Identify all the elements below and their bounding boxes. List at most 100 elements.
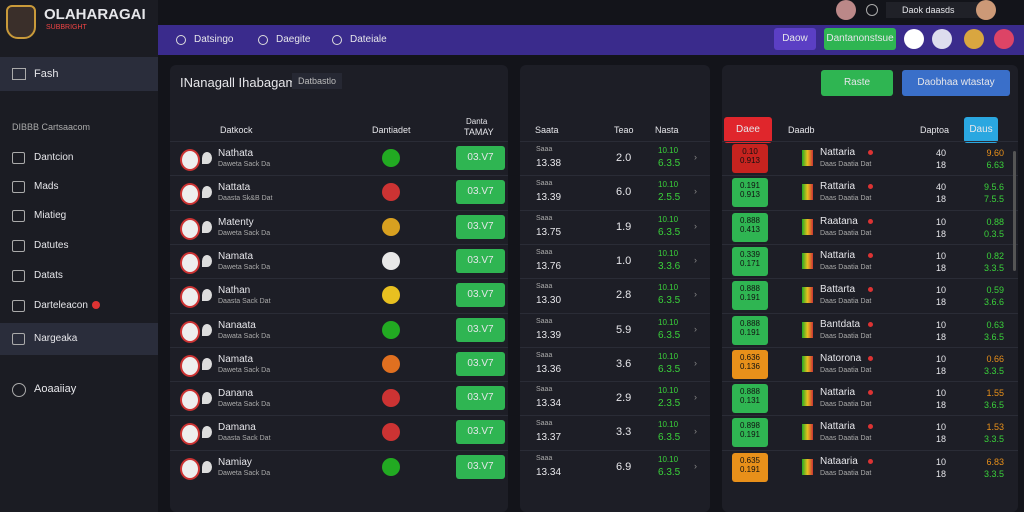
odds-button[interactable]: 03.V7 [456,386,505,411]
odds-button[interactable]: 03.V7 [456,317,505,342]
row-divider [170,141,508,142]
time-label: Saaa [536,317,553,325]
price-bottom: 3.3.5 [983,262,1004,273]
icon [12,333,25,345]
row-divider [722,381,1018,383]
nav-icon [332,35,342,45]
row-divider [520,381,710,383]
icon[interactable] [866,4,878,16]
menu-item[interactable]: Dantcion [34,152,74,163]
price-top: 0.63 [986,319,1004,330]
team-sub: Daweta Sack Da [218,401,271,409]
menu-item[interactable]: Aoaaiiay [34,383,77,395]
odds-button[interactable]: 03.V7 [456,214,505,239]
brand-name: OLAHARAGAI [44,6,146,23]
icon [12,270,25,282]
nav-link[interactable]: Dateiale [350,34,387,45]
row-divider [520,346,710,348]
active-item[interactable] [0,323,158,355]
chevron: › [694,289,697,300]
row-divider [722,209,1018,211]
odds-button[interactable]: 03.V7 [456,454,505,479]
score: 6.9 [616,460,632,473]
odds-box[interactable]: 0.888 0.131 [732,384,768,414]
player-name: Nattaria [820,421,856,433]
flag [802,355,813,372]
chevron: › [694,186,697,197]
odds-box[interactable]: 0.10 0.913 [732,144,768,173]
odds-button[interactable]: 03.V7 [456,283,505,308]
user-chip[interactable]: Daok daasds [886,2,982,18]
team-sub: Dawata Sack Da [218,332,271,340]
nav-link[interactable]: Datsingo [194,34,234,45]
odds-box[interactable]: 0.191 0.913 [732,178,768,208]
icon-button[interactable] [904,29,924,49]
time: 13.36 [536,363,562,375]
time-label: Saaa [536,283,553,291]
odds-box[interactable]: 0.636 0.136 [732,349,768,379]
action-button[interactable]: Raste [821,70,893,96]
odds-button[interactable]: 03.V7 [456,351,505,376]
odds-box-bottom: 0.191 [739,327,761,337]
stat-top: 10 [936,456,947,467]
team-name: Nathata [218,148,254,159]
avatar[interactable] [836,0,856,20]
odds-box[interactable]: 0.888 0.191 [732,281,768,311]
player-name: Nattaria [820,387,856,399]
odds-button[interactable]: 03.V7 [456,420,505,445]
panel-title: INanagall Ihabagam [180,75,297,90]
flag [802,458,813,475]
time-label: Saaa [536,386,553,394]
row-divider [520,312,710,314]
menu-item[interactable]: Fash [34,68,59,80]
odds-button[interactable]: 03.V7 [456,248,505,273]
odds-box[interactable]: 0.898 0.191 [732,418,768,448]
team-icon [202,186,212,199]
time: 13.30 [536,295,562,307]
odds-button[interactable]: 03.V7 [456,180,505,205]
odds-box[interactable]: 0.888 0.413 [732,212,768,242]
icon-button[interactable] [932,29,952,49]
icon-button[interactable] [964,29,984,49]
flag [382,217,400,236]
player-name: Nattaria [820,147,856,158]
nav-link[interactable]: Daegite [276,34,311,45]
odds-button[interactable]: 03.V7 [456,146,505,170]
player-sub: Daas Daatia Dat [820,263,872,271]
menu-item[interactable]: Darteleacon [34,300,88,311]
row-divider [170,415,508,417]
active-item[interactable] [0,57,158,91]
row-divider [520,243,710,245]
menu-item[interactable]: Datutes [34,240,69,251]
price-top: 9.60 [986,148,1004,158]
odds-up: 10.10 [658,214,679,224]
odds-down: 6.3.5 [658,295,681,307]
odds-box[interactable]: 0.888 0.191 [732,315,768,345]
action-button[interactable]: Daobhaa wtastay [902,70,1010,96]
col-header: Daadb [788,125,815,135]
odds-box[interactable]: 0.339 0.171 [732,246,768,276]
menu-item[interactable]: Mads [34,181,59,192]
odds-box[interactable]: 0.635 0.191 [732,452,768,482]
player-name: Rattaria [820,181,856,193]
team-name: Namiay [218,456,252,468]
nav-button[interactable]: Dantanonstsue [824,28,896,50]
time-label: Saaa [536,454,553,462]
avatar[interactable] [976,0,996,20]
menu-item[interactable]: Miatieg [34,210,67,221]
odds-up: 10.10 [658,351,679,361]
filter-button[interactable]: Daus [964,117,998,143]
icon-button[interactable] [994,29,1014,49]
stat-top: 10 [936,250,947,261]
row-divider [170,175,508,177]
menu-item[interactable]: Datats [34,270,63,281]
col-header: TAMAY [464,127,494,137]
menu-item[interactable]: Nargeaka [34,333,78,344]
odds-up: 10.10 [658,248,679,258]
filter-button[interactable]: Daee [724,117,772,143]
flag [382,320,400,339]
chevron: › [694,152,697,162]
flag [382,354,400,373]
nav-button[interactable]: Daow [774,28,816,50]
stat-bottom: 18 [936,468,947,479]
